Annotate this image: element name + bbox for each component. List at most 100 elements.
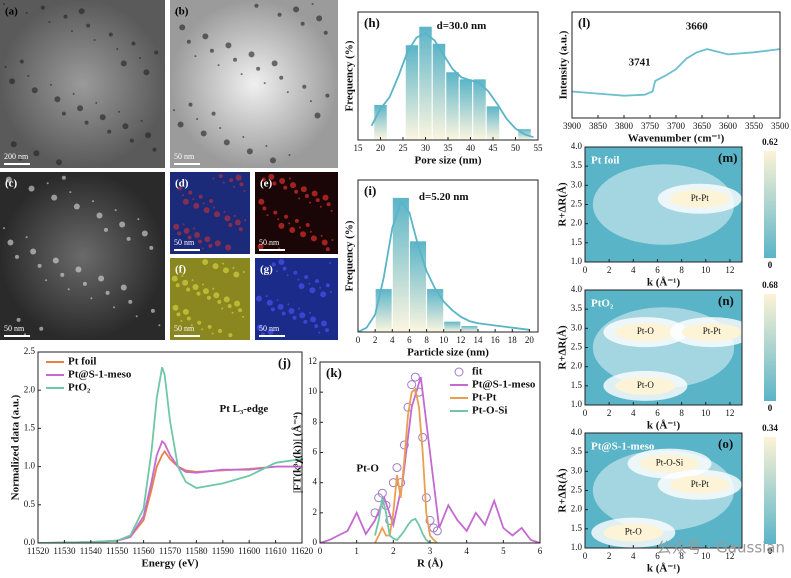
- x-tick-label: 4: [631, 265, 636, 275]
- texture-dot: [28, 185, 35, 192]
- texture-dot: [254, 3, 259, 8]
- texture-dot: [99, 114, 106, 121]
- texture-dot: [73, 203, 80, 210]
- y-tick-label: 2: [313, 507, 318, 517]
- bar: [408, 240, 428, 332]
- texture-dot: [267, 243, 270, 246]
- y-tick-label: 4.0: [571, 141, 583, 151]
- chart: 15 20 25 30 35 40 45 50 55 Pore size (nm) Frequenc…: [344, 11, 543, 167]
- y-tick-label: 12: [308, 356, 317, 366]
- texture-dot: [174, 11, 177, 14]
- texture-dot: [266, 299, 273, 306]
- texture-dot: [98, 275, 105, 282]
- texture-dot: [320, 234, 323, 237]
- y-axis-label: |FT(k³χ(k))| (Å⁻⁴): [292, 412, 304, 494]
- texture-dot: [176, 312, 181, 317]
- texture-dot: [320, 291, 327, 298]
- texture-dot: [9, 78, 16, 85]
- texture-dot: [314, 112, 321, 119]
- annotation: d=5.20 nm: [419, 191, 469, 203]
- annotation: 3660: [686, 20, 709, 32]
- texture-dot: [214, 240, 221, 247]
- panel-label: (b): [175, 6, 189, 18]
- y-tick-label: 1.5: [571, 380, 583, 390]
- texture-dot: [137, 218, 140, 221]
- x-tick-label: 5: [501, 546, 506, 556]
- x-tick-label: 35: [444, 143, 454, 153]
- y-tick-label: 1.5: [571, 237, 583, 247]
- x-tick-label: 0: [583, 265, 588, 275]
- texture-dot: [300, 21, 305, 26]
- texture-dot: [264, 265, 267, 268]
- texture-dot: [214, 211, 221, 218]
- texture-dot: [154, 50, 159, 55]
- x-axis-label: R (Å): [417, 558, 443, 570]
- x-tick-label: 20: [376, 143, 386, 153]
- x-axis-label: Energy (eV): [141, 558, 198, 570]
- marker: [377, 488, 387, 498]
- texture-dot: [315, 198, 320, 203]
- x-tick-label: 10: [701, 551, 711, 561]
- texture-dot: [320, 320, 327, 327]
- texture-dot: [314, 279, 319, 284]
- texture-dot: [33, 150, 40, 157]
- texture-dot: [309, 201, 312, 204]
- texture-dot: [177, 231, 182, 236]
- texture-dot: [31, 87, 38, 94]
- panel-label: (k): [326, 365, 342, 380]
- texture-dot: [119, 221, 126, 228]
- texture-dot: [192, 283, 199, 290]
- texture-dot: [288, 308, 295, 315]
- texture-dot: [229, 178, 234, 183]
- texture-dot: [14, 254, 19, 259]
- texture-dot: [262, 206, 267, 211]
- texture-dot: [225, 244, 232, 251]
- texture-dot: [277, 218, 280, 221]
- texture-dot: [304, 193, 309, 198]
- texture-dot: [279, 75, 284, 80]
- texture-dot: [191, 279, 194, 282]
- panel-label: (n): [718, 293, 734, 308]
- texture-dot: [61, 175, 66, 180]
- texture-dot: [269, 157, 276, 164]
- texture-dot: [248, 51, 255, 58]
- colorbar-tick-label: 0: [768, 260, 773, 270]
- texture-dot: [4, 65, 7, 68]
- contour-peak: [669, 189, 730, 208]
- texture-dot: [233, 57, 238, 62]
- texture-dot: [141, 230, 148, 237]
- plot-frame: [357, 179, 539, 333]
- texture-dot: [323, 30, 328, 35]
- texture-dot: [304, 274, 309, 279]
- texture-dot: [325, 283, 330, 288]
- texture-dot: [212, 287, 215, 290]
- texture-dot: [39, 326, 44, 331]
- texture-dot: [67, 288, 70, 291]
- texture-dot: [238, 227, 243, 232]
- line: [370, 32, 534, 139]
- x-tick-label: 11610: [265, 546, 288, 556]
- scale-bar-label: 50 nm: [174, 152, 195, 161]
- x-tick-label: 0: [583, 551, 588, 561]
- y-tick-label: 2.5: [24, 346, 36, 356]
- x-tick-label: 8: [424, 335, 429, 345]
- texture-dot: [268, 173, 275, 180]
- texture-dot: [331, 239, 334, 242]
- x-tick-label: 15: [354, 143, 364, 153]
- texture-dot: [181, 275, 184, 278]
- texture-dot: [213, 206, 216, 209]
- texture-dot: [246, 148, 253, 155]
- texture-dot: [105, 290, 110, 295]
- texture-dot: [131, 41, 136, 46]
- x-tick-label: 10: [701, 408, 711, 418]
- texture-dot: [201, 328, 204, 331]
- annotation: d=30.0 nm: [437, 20, 487, 32]
- texture-dot: [201, 283, 204, 286]
- x-tick-label: 3750: [641, 121, 660, 131]
- texture-dot: [77, 105, 84, 112]
- texture-dot: [321, 239, 328, 246]
- texture-dot: [192, 198, 195, 201]
- chart: 0 2 4 6 8 10 12 14 16 18 20 Particle size (nm) Frequ…: [344, 179, 539, 359]
- texture-dot: [5, 176, 12, 183]
- texture-dot: [282, 266, 287, 271]
